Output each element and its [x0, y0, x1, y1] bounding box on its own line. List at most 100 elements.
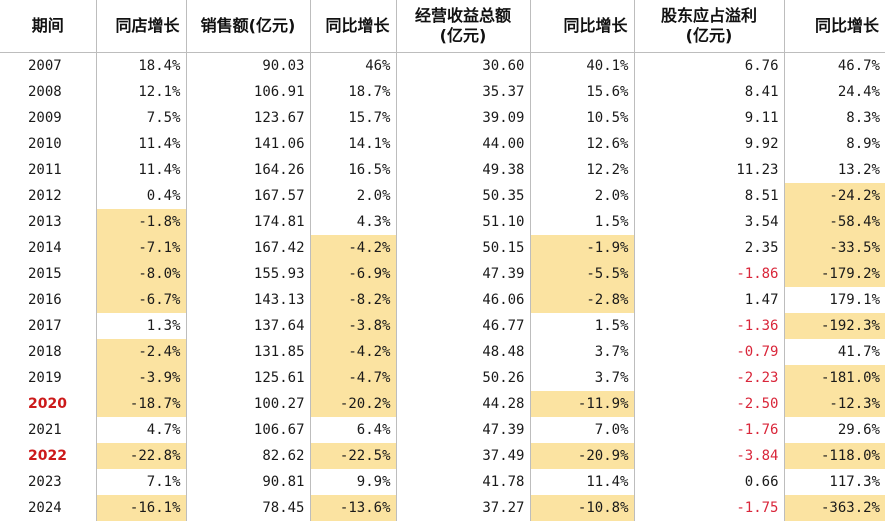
cell-operating-income-yoy: -2.8% — [530, 287, 635, 313]
cell-profit-yoy: -12.3% — [784, 391, 885, 417]
cell-operating-income-yoy: 3.7% — [530, 339, 635, 365]
cell-operating-income-yoy: 2.0% — [530, 183, 635, 209]
cell-operating-income: 37.27 — [396, 495, 531, 521]
column-header-sales: 销售额(亿元) — [186, 0, 311, 53]
cell-operating-income: 30.60 — [396, 52, 531, 79]
column-header-profit-label: 股东应占溢利 (亿元) — [660, 6, 757, 45]
table-body: 2007 18.4% 90.03 46% 30.60 40.1% 6.76 46.7% 2008… — [0, 52, 885, 521]
cell-profit-yoy: -192.3% — [784, 313, 885, 339]
cell-sales: 78.45 — [186, 495, 311, 521]
cell-operating-income-yoy: -20.9% — [530, 443, 635, 469]
cell-sales-yoy: 2.0% — [310, 183, 397, 209]
cell-same-store-growth: 4.7% — [96, 417, 187, 443]
cell-same-store-growth: -18.7% — [96, 391, 187, 417]
cell-operating-income: 51.10 — [396, 209, 531, 235]
cell-period: 2024 — [0, 495, 97, 521]
cell-sales: 90.81 — [186, 469, 311, 495]
cell-sales-yoy: 14.1% — [310, 131, 397, 157]
table-row: 2022 -22.8% 82.62 -22.5% 37.49 -20.9% -3.84 -11… — [0, 443, 885, 469]
table-row: 2020 -18.7% 100.27 -20.2% 44.28 -11.9% -2.50 -1… — [0, 391, 885, 417]
cell-profit: 6.76 — [634, 52, 785, 79]
cell-profit-yoy: -58.4% — [784, 209, 885, 235]
cell-period: 2023 — [0, 469, 97, 495]
cell-operating-income: 35.37 — [396, 79, 531, 105]
cell-profit-yoy: -181.0% — [784, 365, 885, 391]
cell-operating-income-yoy: 15.6% — [530, 79, 635, 105]
cell-same-store-growth: 18.4% — [96, 52, 187, 79]
table-row: 2018 -2.4% 131.85 -4.2% 48.48 3.7% -0.79 41.7% — [0, 339, 885, 365]
cell-same-store-growth: 7.1% — [96, 469, 187, 495]
cell-period: 2017 — [0, 313, 97, 339]
cell-operating-income: 41.78 — [396, 469, 531, 495]
cell-operating-income-yoy: 1.5% — [530, 209, 635, 235]
cell-period: 2015 — [0, 261, 97, 287]
cell-operating-income-yoy: 40.1% — [530, 52, 635, 79]
cell-sales: 164.26 — [186, 157, 311, 183]
cell-sales-yoy: 16.5% — [310, 157, 397, 183]
cell-sales: 106.67 — [186, 417, 311, 443]
cell-sales-yoy: -3.8% — [310, 313, 397, 339]
cell-sales-yoy: -4.7% — [310, 365, 397, 391]
column-header-profit-yoy: 同比增长 — [784, 0, 885, 53]
cell-sales: 106.91 — [186, 79, 311, 105]
cell-sales-yoy: -20.2% — [310, 391, 397, 417]
cell-operating-income: 46.06 — [396, 287, 531, 313]
column-header-profit: 股东应占溢利 (亿元) — [634, 0, 785, 53]
cell-period: 2008 — [0, 79, 97, 105]
table-row: 2008 12.1% 106.91 18.7% 35.37 15.6% 8.41 24.4% — [0, 79, 885, 105]
cell-operating-income-yoy: -1.9% — [530, 235, 635, 261]
cell-same-store-growth: -2.4% — [96, 339, 187, 365]
cell-period: 2014 — [0, 235, 97, 261]
column-header-same-store-growth: 同店增长 — [96, 0, 187, 53]
table-row: 2012 0.4% 167.57 2.0% 50.35 2.0% 8.51 -24.2% — [0, 183, 885, 209]
cell-operating-income: 39.09 — [396, 105, 531, 131]
table-row: 2016 -6.7% 143.13 -8.2% 46.06 -2.8% 1.47 179.1% — [0, 287, 885, 313]
cell-operating-income: 48.48 — [396, 339, 531, 365]
cell-same-store-growth: -8.0% — [96, 261, 187, 287]
cell-sales-yoy: 9.9% — [310, 469, 397, 495]
table-row: 2007 18.4% 90.03 46% 30.60 40.1% 6.76 46.7% — [0, 52, 885, 79]
cell-period: 2010 — [0, 131, 97, 157]
column-header-period: 期间 — [0, 0, 97, 53]
cell-same-store-growth: -1.8% — [96, 209, 187, 235]
cell-sales: 90.03 — [186, 52, 311, 79]
cell-profit-yoy: 24.4% — [837, 84, 880, 100]
cell-profit-yoy: -118.0% — [784, 443, 885, 469]
cell-profit: -2.50 — [634, 391, 785, 417]
cell-period: 2009 — [0, 105, 97, 131]
cell-period: 2019 — [0, 365, 97, 391]
table-row: 2021 4.7% 106.67 6.4% 47.39 7.0% -1.76 29.6% — [0, 417, 885, 443]
cell-operating-income-yoy: 11.4% — [530, 469, 635, 495]
cell-same-store-growth: -7.1% — [96, 235, 187, 261]
cell-profit: 1.47 — [634, 287, 785, 313]
cell-profit-yoy: -24.2% — [784, 183, 885, 209]
cell-operating-income: 50.15 — [396, 235, 531, 261]
cell-sales-yoy: 6.4% — [310, 417, 397, 443]
cell-sales: 141.06 — [186, 131, 311, 157]
cell-operating-income: 50.35 — [396, 183, 531, 209]
cell-sales: 100.27 — [186, 391, 311, 417]
cell-profit: -0.79 — [634, 339, 785, 365]
cell-sales: 125.61 — [186, 365, 311, 391]
cell-profit-yoy: 8.9% — [846, 136, 880, 152]
cell-operating-income: 49.38 — [396, 157, 531, 183]
table-row: 2023 7.1% 90.81 9.9% 41.78 11.4% 0.66 117.3% — [0, 469, 885, 495]
cell-operating-income: 46.77 — [396, 313, 531, 339]
table-row: 2010 11.4% 141.06 14.1% 44.00 12.6% 9.92 8.9% — [0, 131, 885, 157]
table-row: 2024 -16.1% 78.45 -13.6% 37.27 -10.8% -1.75 -36… — [0, 495, 885, 521]
column-header-operating-income-label: 经营收益总额 (亿元) — [414, 6, 511, 45]
header-row: 期间 同店增长 销售额(亿元) 同比增长 经营收益总额 (亿元) 同比增长 股东… — [0, 0, 885, 53]
table-row: 2015 -8.0% 155.93 -6.9% 47.39 -5.5% -1.86 -179.… — [0, 261, 885, 287]
cell-sales: 174.81 — [186, 209, 311, 235]
cell-profit-yoy: -363.2% — [784, 495, 885, 521]
cell-profit-yoy: -33.5% — [784, 235, 885, 261]
cell-same-store-growth: 12.1% — [96, 79, 187, 105]
cell-profit: 8.51 — [634, 183, 785, 209]
cell-same-store-growth: 11.4% — [96, 157, 187, 183]
cell-operating-income-yoy: 10.5% — [530, 105, 635, 131]
cell-profit-yoy: -179.2% — [784, 261, 885, 287]
cell-same-store-growth: -22.8% — [96, 443, 187, 469]
cell-profit: 9.11 — [634, 105, 785, 131]
cell-profit-yoy: 41.7% — [837, 344, 880, 360]
cell-same-store-growth: -16.1% — [96, 495, 187, 521]
